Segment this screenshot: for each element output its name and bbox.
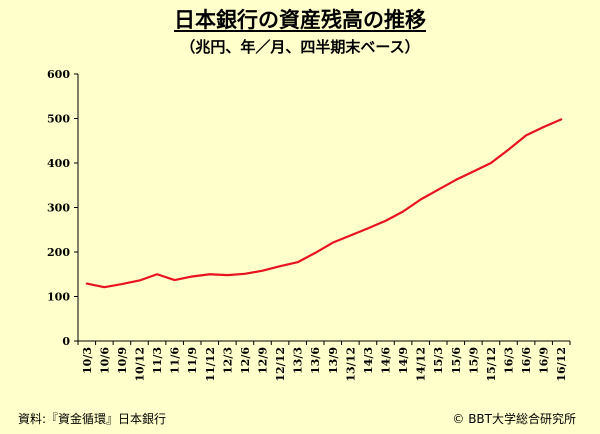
x-tick-label: 14/6 <box>380 347 393 374</box>
x-tick-label: 13/9 <box>327 347 340 374</box>
source-note: 資料:『資金循環』日本銀行 <box>18 412 167 426</box>
x-tick-label: 10/12 <box>134 347 147 382</box>
x-tick-label: 11/12 <box>204 347 217 382</box>
x-tick-label: 11/9 <box>186 347 199 374</box>
series-layer <box>85 118 563 289</box>
x-tick-label: 10/3 <box>81 347 94 374</box>
y-tick-label: 200 <box>47 246 70 259</box>
y-tick-label: 100 <box>47 291 70 304</box>
x-tick-label: 14/12 <box>415 347 428 382</box>
chart-title-text: 日本銀行の資産残高の推移 <box>174 8 426 32</box>
x-tick-label: 13/3 <box>292 347 305 374</box>
y-tick-label: 600 <box>47 68 70 81</box>
x-tick-label: 11/6 <box>169 347 182 374</box>
y-tick-label: 400 <box>47 157 70 170</box>
x-tick-label: 16/12 <box>555 347 568 382</box>
x-tick-label: 15/9 <box>467 347 480 374</box>
x-tick-label: 14/9 <box>397 347 410 374</box>
x-tick-label: 11/3 <box>151 347 164 374</box>
chart-title: 日本銀行の資産残高の推移 <box>0 4 600 34</box>
x-tick-label: 10/6 <box>98 347 111 374</box>
x-tick-label: 13/6 <box>309 347 322 374</box>
chart-subtitle: （兆円、年／月、四半期末ベース） <box>180 38 420 56</box>
x-tick-label: 16/6 <box>520 347 533 374</box>
x-tick-label: 16/3 <box>503 347 516 374</box>
x-tick-label: 10/9 <box>116 347 129 374</box>
y-tick-label: 0 <box>62 335 70 348</box>
series-line <box>85 118 563 289</box>
copyright-note: © BBT大学総合研究所 <box>452 412 576 426</box>
x-tick-label: 16/9 <box>538 347 551 374</box>
x-tick-label: 15/12 <box>485 347 498 382</box>
x-tick-label: 12/6 <box>239 347 252 374</box>
x-axis-ticks: 10/3 10/6 10/9 10/12 11/3 11/6 11/9 11/12 12/3 12… <box>77 341 571 382</box>
chart-axes <box>77 74 570 342</box>
y-tick-label: 300 <box>47 202 70 215</box>
x-tick-label: 15/6 <box>450 347 463 374</box>
x-tick-label: 13/12 <box>344 347 357 382</box>
y-tick-label: 500 <box>47 113 70 126</box>
x-tick-label: 12/9 <box>257 347 270 374</box>
x-tick-label: 14/3 <box>362 347 375 374</box>
x-tick-label: 12/3 <box>221 347 234 374</box>
y-axis-ticks: 0 100 200 300 400 500 600 <box>47 68 78 348</box>
x-tick-label: 15/3 <box>432 347 445 374</box>
x-tick-label: 12/12 <box>274 347 287 382</box>
